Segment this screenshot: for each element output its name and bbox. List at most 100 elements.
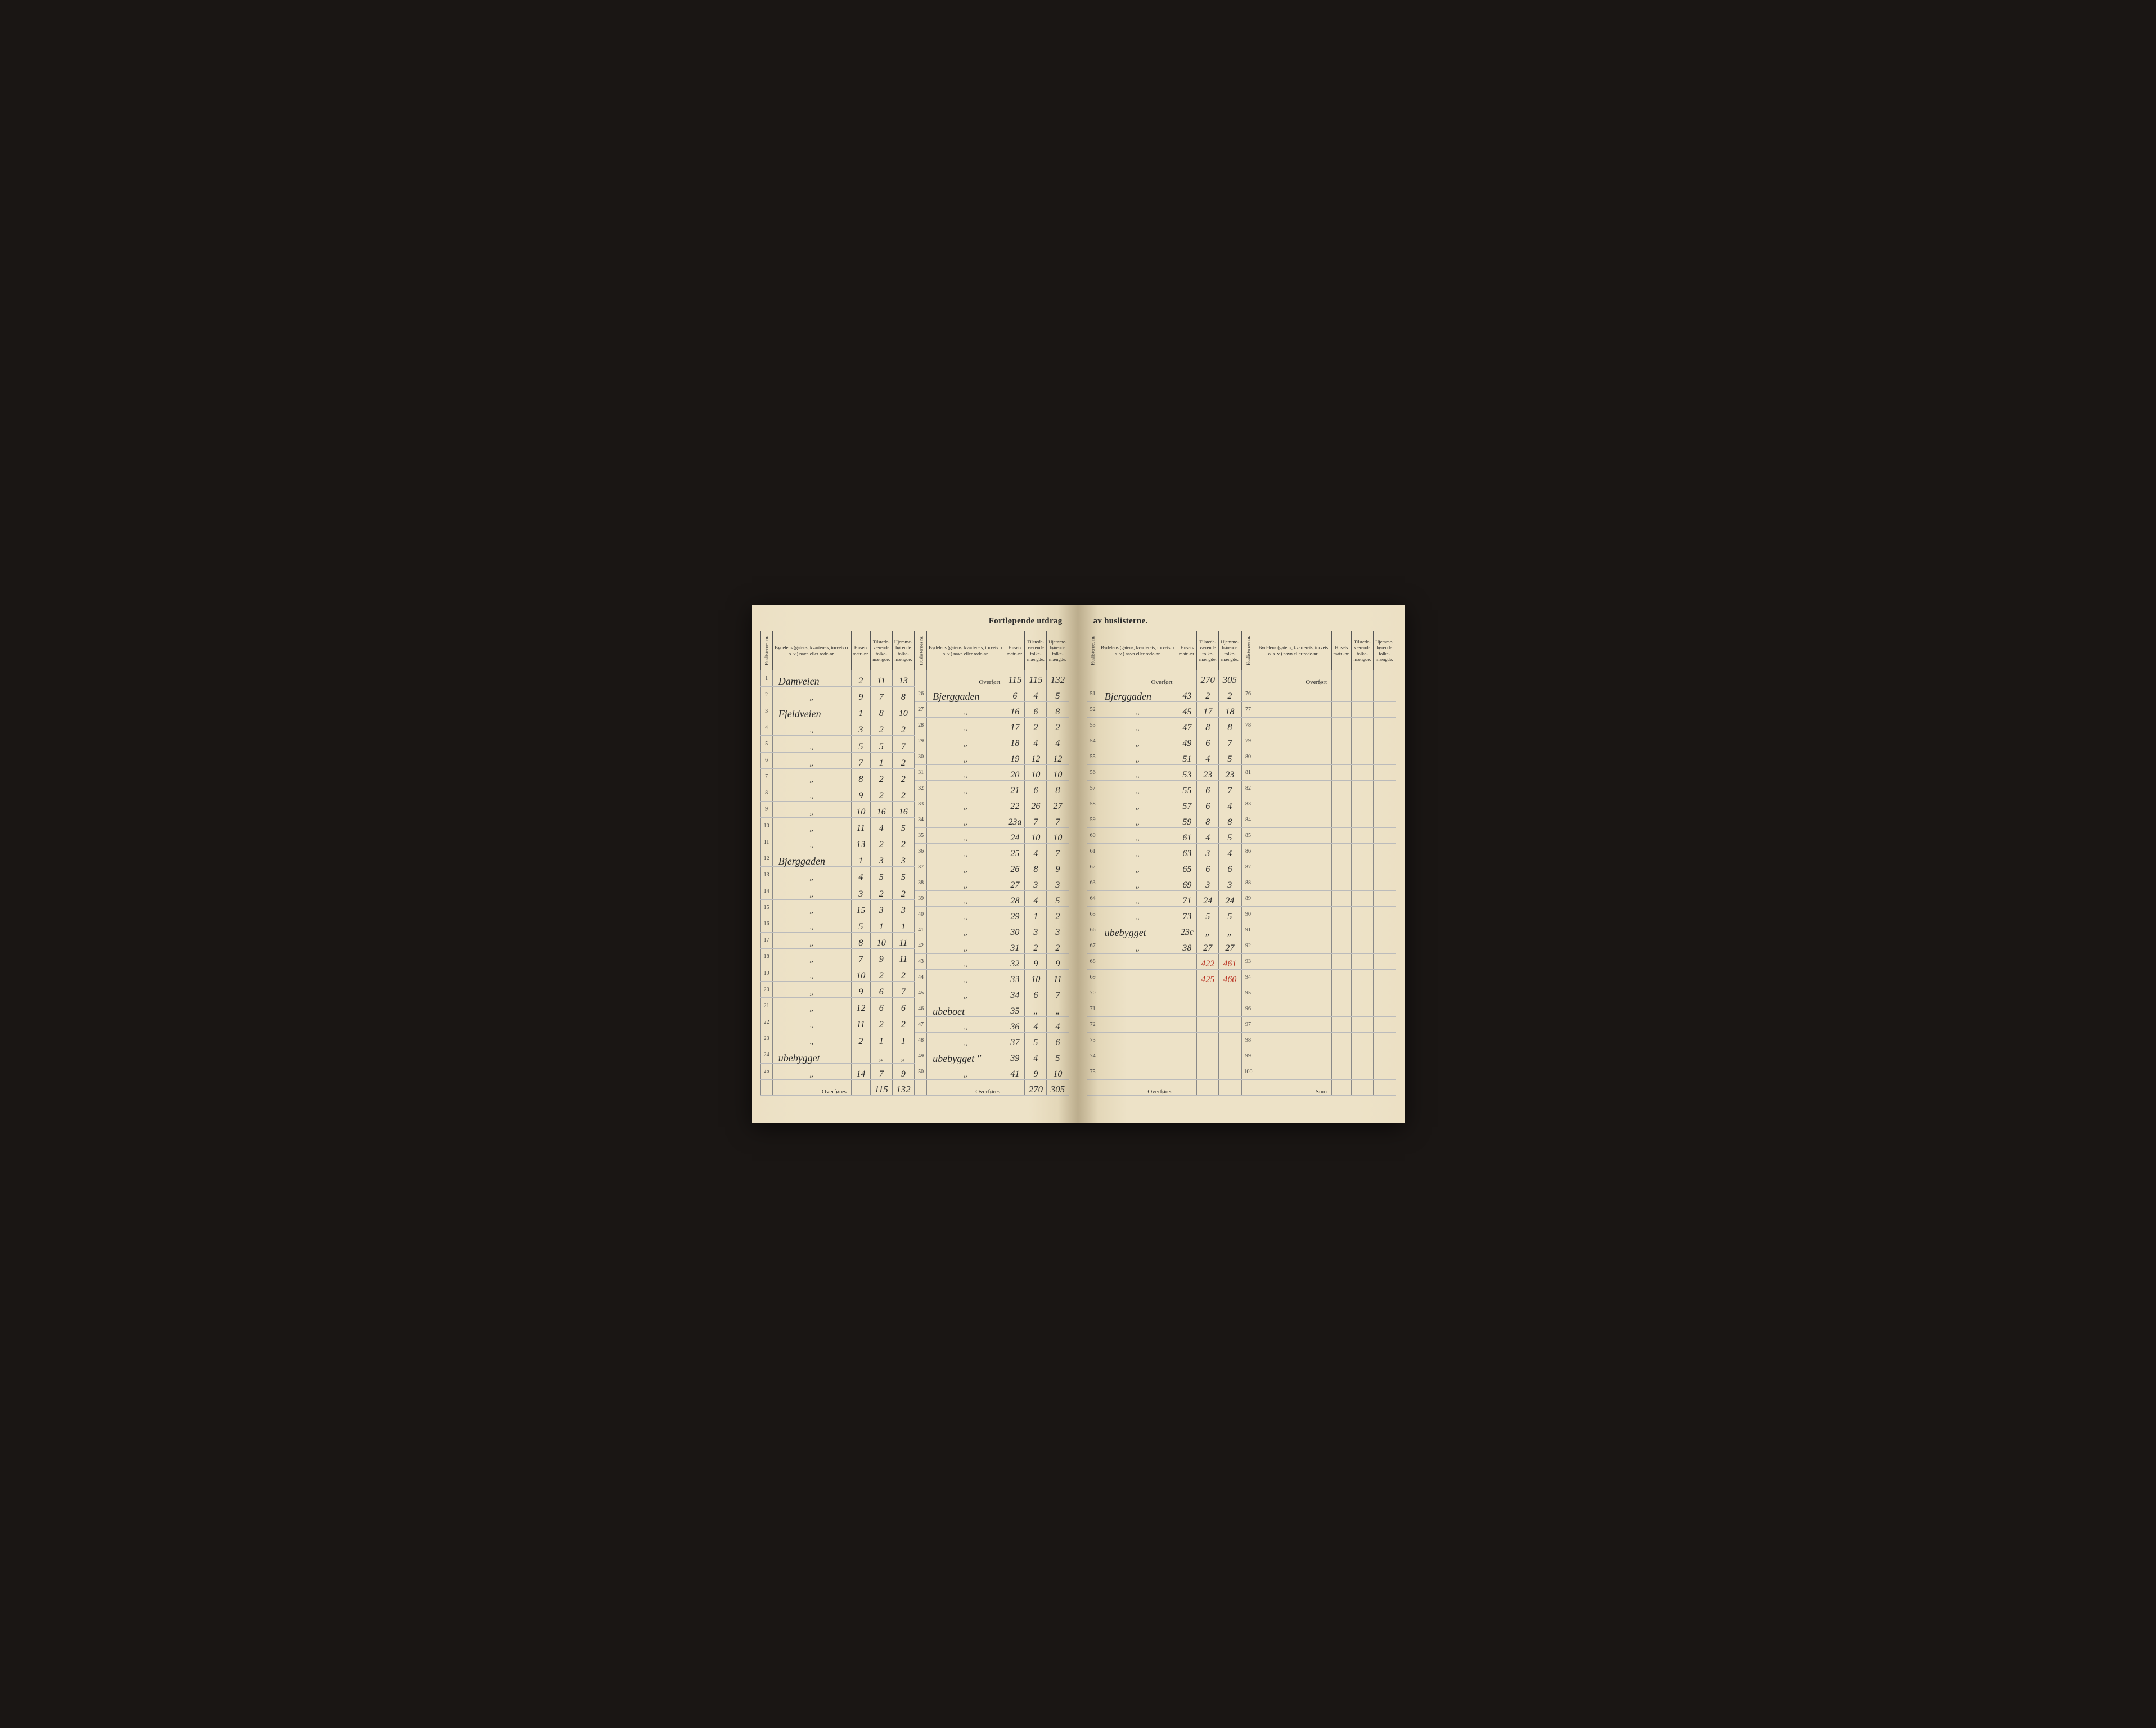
cell-til: 6 <box>870 998 892 1014</box>
hdr-matr: Husets matr.-nr. <box>1332 631 1352 670</box>
hdr-huslist: Huslisternes nr. <box>915 631 927 670</box>
cell-til: 3 <box>1197 844 1219 860</box>
cell-hjem <box>1373 1048 1396 1064</box>
cell-til <box>1351 734 1373 749</box>
street-name-cell <box>1255 891 1332 907</box>
street-name-cell: „ <box>927 765 1005 781</box>
cell-matr: 29 <box>1005 907 1025 922</box>
row-number: 58 <box>1087 796 1099 812</box>
row-number: 40 <box>915 907 927 922</box>
row-number: 44 <box>915 970 927 986</box>
cell-til: 6 <box>1197 860 1219 875</box>
street-name-cell <box>1255 734 1332 749</box>
cell-matr: 38 <box>1177 938 1197 954</box>
row-number: 7 <box>760 768 772 785</box>
cell-matr: 45 <box>1177 702 1197 718</box>
row-number: 86 <box>1241 844 1255 860</box>
row-number: 38 <box>915 875 927 891</box>
street-name-cell: ubebygget " <box>927 1048 1005 1064</box>
cell-matr <box>1177 1048 1197 1064</box>
row-number: 91 <box>1241 922 1255 938</box>
row-number: 83 <box>1241 796 1255 812</box>
cell-til: 6 <box>1025 986 1047 1001</box>
row-number: 5 <box>760 736 772 752</box>
street-name-cell <box>1255 922 1332 938</box>
cell-til <box>1351 922 1373 938</box>
cell-hjem <box>1373 970 1396 986</box>
cell-til: 8 <box>870 703 892 719</box>
street-name-cell: „ <box>1099 765 1177 781</box>
table-row: 84 <box>1241 812 1396 828</box>
street-name-cell <box>1255 1033 1332 1048</box>
cell-til: 4 <box>1025 686 1047 702</box>
cell-matr <box>1332 938 1352 954</box>
cell-til <box>1351 875 1373 891</box>
cell-til <box>1351 907 1373 922</box>
cell-hjem <box>1219 986 1241 1001</box>
cell-hjem <box>1373 954 1396 970</box>
table-row: 25„1479 <box>760 1063 915 1079</box>
row-number: 88 <box>1241 875 1255 891</box>
cell-til: 23 <box>1197 765 1219 781</box>
street-name-cell: „ <box>772 719 851 736</box>
row-number: 46 <box>915 1001 927 1017</box>
cell-hjem: 8 <box>892 687 914 703</box>
cell-matr <box>1177 1064 1197 1080</box>
cell-matr <box>1332 986 1352 1001</box>
row-number: 78 <box>1241 718 1255 734</box>
left-tables: Huslisternes nr. Bydelens (gatens, kvart… <box>760 631 1069 1096</box>
cell-matr: 65 <box>1177 860 1197 875</box>
cell-matr <box>1332 1001 1352 1017</box>
table-row: 78 <box>1241 718 1396 734</box>
cell-til: „ <box>1197 922 1219 938</box>
row-number: 82 <box>1241 781 1255 796</box>
row-number: 57 <box>1087 781 1099 796</box>
street-name-cell: „ <box>772 1014 851 1030</box>
p2-overfores-hjem: 305 <box>1047 1080 1069 1096</box>
row-number: 31 <box>915 765 927 781</box>
hdr-tilstede: Tilstede-værende folke-mængde. <box>1025 631 1047 670</box>
cell-matr: 61 <box>1177 828 1197 844</box>
cell-til <box>1351 1001 1373 1017</box>
cell-matr <box>1332 749 1352 765</box>
hdr-tilstede: Tilstede-værende folke-mængde. <box>1197 631 1219 670</box>
table-row: 11„1322 <box>760 834 915 850</box>
table-row: 28„1722 <box>915 718 1069 734</box>
p3-overfores-hjem <box>1219 1080 1241 1096</box>
cell-hjem: 2 <box>892 883 914 899</box>
cell-hjem <box>1373 844 1396 860</box>
hdr-bydel: Bydelens (gatens, kvarterets, torvets o.… <box>772 631 851 670</box>
overfores-label: Overføres <box>772 1080 851 1096</box>
cell-til <box>1351 702 1373 718</box>
table-row: 15„1533 <box>760 899 915 916</box>
cell-hjem: 9 <box>892 1063 914 1079</box>
table-row: 99 <box>1241 1048 1396 1064</box>
cell-hjem: 2 <box>892 719 914 736</box>
cell-til <box>1351 828 1373 844</box>
street-name-cell: „ <box>772 752 851 768</box>
street-name-cell <box>1099 1001 1177 1017</box>
cell-hjem: 8 <box>1047 781 1069 796</box>
row-number: 48 <box>915 1033 927 1048</box>
street-name-cell <box>1255 812 1332 828</box>
cell-hjem: 2 <box>1047 938 1069 954</box>
street-name-cell: „ <box>927 986 1005 1001</box>
row-number: 65 <box>1087 907 1099 922</box>
cell-hjem: 10 <box>1047 1064 1069 1080</box>
panel-4-rows: 7677787980818283848586878889909192939495… <box>1241 686 1396 1080</box>
cell-matr: 18 <box>1005 734 1025 749</box>
cell-hjem: 1 <box>892 916 914 932</box>
overfort-label: Overført <box>1255 670 1332 686</box>
street-name-cell <box>1099 1048 1177 1064</box>
table-row: 63„6933 <box>1087 875 1241 891</box>
table-row: 42„3122 <box>915 938 1069 954</box>
street-name-cell: „ <box>772 899 851 916</box>
p2-overfort-til: 115 <box>1025 670 1047 686</box>
p4-sum-til <box>1351 1080 1373 1096</box>
row-number: 35 <box>915 828 927 844</box>
street-name-cell: „ <box>772 687 851 703</box>
row-number: 4 <box>760 719 772 736</box>
cell-til: 1 <box>870 1030 892 1047</box>
table-row: 67„382727 <box>1087 938 1241 954</box>
cell-til: 9 <box>1025 954 1047 970</box>
